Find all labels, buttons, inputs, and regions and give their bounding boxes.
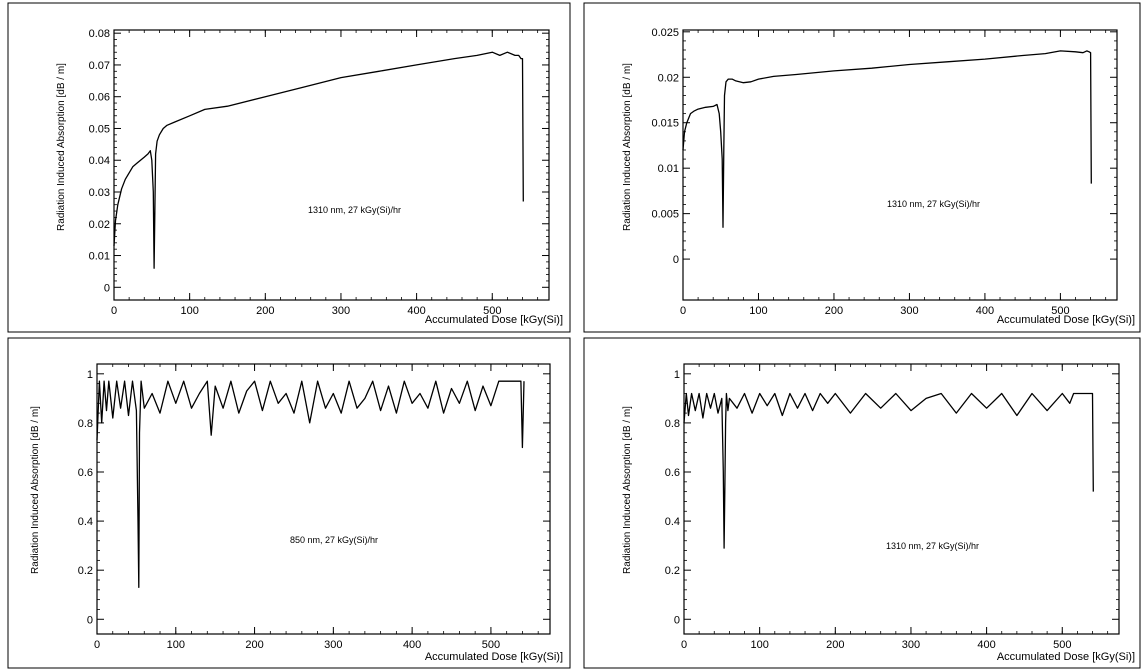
y-tick-label: 0.04 <box>89 155 110 167</box>
x-tick-label: 500 <box>482 639 500 651</box>
plot-frame <box>683 363 1120 635</box>
y-tick-label: 0 <box>87 614 93 626</box>
x-axis-label: Accumulated Dose [kGy(Si)] <box>425 314 563 326</box>
y-tick-label: 0.02 <box>89 219 110 231</box>
y-axis-label: Radiation Induced Absorption [dB / m] <box>30 406 41 574</box>
y-tick-label: 0.05 <box>89 123 110 135</box>
x-tick-label: 200 <box>245 639 263 651</box>
y-tick-label: 1 <box>674 369 680 381</box>
series-line <box>113 51 524 269</box>
y-tick-label: 0.6 <box>78 467 93 479</box>
x-tick-label: 400 <box>976 305 994 317</box>
chart-panel-3: 0 100 200 300 400 500 0 0.2 0.4 0.6 0.8 1 Radiation… <box>583 337 1141 669</box>
x-tick-label: 300 <box>902 639 920 651</box>
x-tick-label: 500 <box>1051 305 1069 317</box>
panel-border <box>7 337 571 669</box>
y-tick-label: 0.03 <box>89 187 110 199</box>
x-axis-label: Accumulated Dose [kGy(Si)] <box>425 651 563 663</box>
y-tick-label: 0.01 <box>89 251 110 263</box>
panel-border <box>583 337 1141 669</box>
y-tick-label: 0.8 <box>665 418 680 430</box>
x-tick-label: 200 <box>825 305 843 317</box>
y-axis-label: Radiation Induced Absorption [dB / m] <box>622 63 633 231</box>
y-tick-label: 0.02 <box>658 72 679 84</box>
x-tick-label: 0 <box>681 639 687 651</box>
x-tick-label: 200 <box>256 305 274 317</box>
annotation-text: 1310 nm, 27 kGy(Si)/hr <box>887 199 980 209</box>
plot-frame <box>113 29 550 301</box>
x-tick-label: 0 <box>111 305 117 317</box>
annotation-text: 850 nm, 27 kGy(Si)/hr <box>290 535 378 545</box>
y-tick-label: 0 <box>104 282 110 294</box>
panel-border <box>7 2 571 333</box>
y-tick-label: 0.8 <box>78 418 93 430</box>
y-tick-label: 0 <box>673 254 679 266</box>
panel-border <box>583 2 1141 333</box>
x-tick-label: 100 <box>167 639 185 651</box>
y-tick-label: 0.08 <box>89 28 110 40</box>
x-tick-label: 500 <box>483 305 501 317</box>
plot-frame <box>682 29 1118 301</box>
series-line <box>96 380 525 589</box>
x-tick-label: 0 <box>680 305 686 317</box>
y-tick-label: 0.2 <box>665 565 680 577</box>
series-line <box>682 50 1092 228</box>
y-tick-label: 0 <box>674 614 680 626</box>
x-tick-label: 0 <box>94 639 100 651</box>
chart-panel-0: 0 100 200 300 400 500 0 0.01 0.02 0.03 0.04 0.05 0.0… <box>7 2 571 333</box>
x-axis-label: Accumulated Dose [kGy(Si)] <box>997 314 1135 326</box>
y-tick-label: 0.2 <box>78 565 93 577</box>
annotation-text: 1310 nm, 27 kGy(Si)/hr <box>886 541 979 551</box>
x-tick-label: 200 <box>826 639 844 651</box>
x-tick-label: 300 <box>324 639 342 651</box>
x-axis-label: Accumulated Dose [kGy(Si)] <box>997 651 1135 663</box>
y-tick-label: 0.025 <box>651 27 679 39</box>
y-tick-label: 0.01 <box>658 163 679 175</box>
y-axis-label: Radiation Induced Absorption [dB / m] <box>622 406 633 574</box>
chart-panel-2: 0 100 200 300 400 500 0 0.2 0.4 0.6 0.8 1 Radiation… <box>7 337 571 669</box>
x-tick-label: 300 <box>900 305 918 317</box>
x-tick-label: 400 <box>407 305 425 317</box>
y-tick-label: 0.4 <box>665 516 680 528</box>
x-tick-label: 300 <box>332 305 350 317</box>
x-tick-label: 100 <box>749 305 767 317</box>
x-tick-label: 400 <box>403 639 421 651</box>
chart-panel-1: 0 100 200 300 400 500 0 0.005 0.01 0.015 0.02 0.025… <box>583 2 1141 333</box>
x-tick-label: 100 <box>180 305 198 317</box>
x-tick-label: 400 <box>977 639 995 651</box>
y-tick-label: 1 <box>87 369 93 381</box>
x-tick-label: 500 <box>1053 639 1071 651</box>
y-tick-label: 0.06 <box>89 92 110 104</box>
x-tick-label: 100 <box>750 639 768 651</box>
y-tick-label: 0.4 <box>78 516 93 528</box>
y-axis-label: Radiation Induced Absorption [dB / m] <box>56 63 67 231</box>
y-tick-label: 0.6 <box>665 467 680 479</box>
annotation-text: 1310 nm, 27 kGy(Si)/hr <box>308 205 401 215</box>
series-line <box>683 392 1094 549</box>
plot-frame <box>96 363 551 635</box>
y-tick-label: 0.07 <box>89 60 110 72</box>
y-tick-label: 0.005 <box>651 209 679 221</box>
y-tick-label: 0.015 <box>651 118 679 130</box>
